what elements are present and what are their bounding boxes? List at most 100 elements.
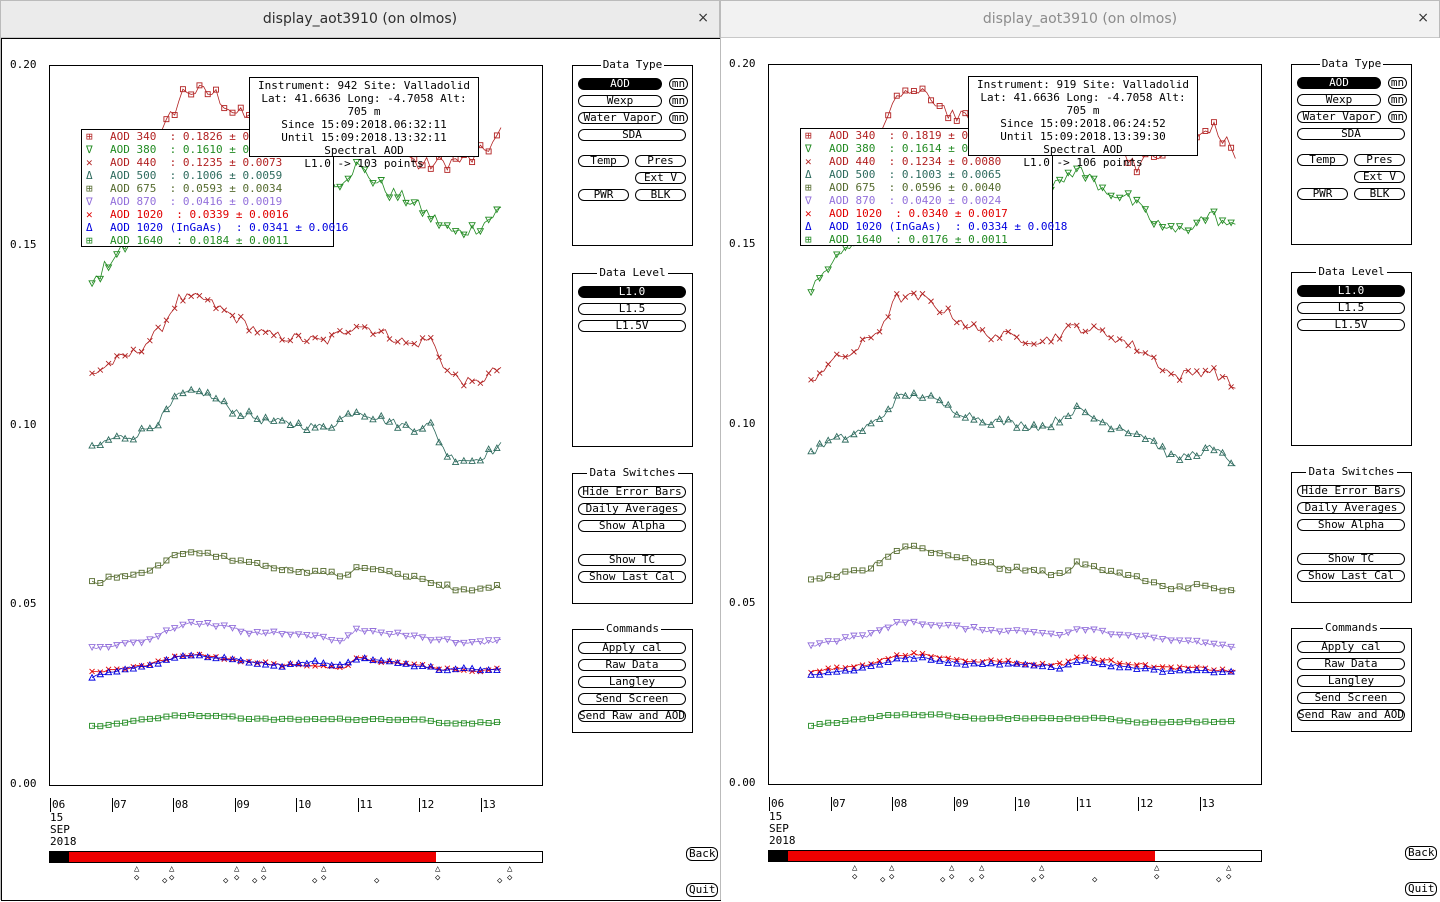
- switch-daily-averages[interactable]: Daily Averages: [1297, 502, 1405, 514]
- data-level-l1-5[interactable]: L1.5: [1297, 302, 1405, 314]
- switch-show-tc[interactable]: Show TC: [1297, 553, 1405, 565]
- command-raw-data[interactable]: Raw Data: [578, 659, 686, 671]
- data-point: [270, 332, 277, 339]
- pres-button[interactable]: Pres: [635, 155, 686, 167]
- water-vapor-button[interactable]: Water Vapor: [578, 112, 662, 124]
- pres-button[interactable]: Pres: [1354, 154, 1405, 166]
- data-point: [137, 639, 146, 647]
- data-point: [461, 382, 467, 389]
- command-langley[interactable]: Langley: [1297, 675, 1405, 687]
- water-vapor-button[interactable]: Water Vapor: [1297, 111, 1381, 123]
- data-point: [179, 389, 187, 397]
- time-range-bar[interactable]: [768, 850, 1262, 862]
- switch-hide-error-bars[interactable]: Hide Error Bars: [578, 486, 686, 498]
- close-icon[interactable]: ×: [697, 10, 709, 26]
- temp-button[interactable]: Temp: [1297, 154, 1348, 166]
- data-point: [807, 447, 815, 455]
- time-range-bar[interactable]: [49, 851, 543, 863]
- time-bar-selection[interactable]: [788, 851, 1156, 861]
- command-langley[interactable]: Langley: [578, 676, 686, 688]
- command-raw-data[interactable]: Raw Data: [1297, 658, 1405, 670]
- wexp-button[interactable]: Wexp: [1297, 94, 1381, 106]
- data-point: [1175, 223, 1184, 231]
- data-point: [270, 661, 278, 669]
- window-titlebar[interactable]: display_aot3910 (on olmos) ×: [721, 1, 1439, 38]
- legend-symbol: ⊞: [86, 234, 93, 247]
- data-point: [344, 409, 352, 417]
- data-level-l1-5v[interactable]: L1.5V: [1297, 319, 1405, 331]
- data-point: [89, 722, 95, 729]
- command-send-screen[interactable]: Send Screen: [578, 693, 686, 705]
- data-point: [377, 656, 385, 664]
- data-point: [104, 644, 113, 651]
- quit-button[interactable]: Quit: [686, 883, 718, 897]
- switch-show-tc[interactable]: Show TC: [578, 554, 686, 566]
- data-point: [1004, 659, 1012, 667]
- data-level-l1-0[interactable]: L1.0: [1297, 285, 1405, 297]
- data-point: [970, 624, 978, 631]
- back-button[interactable]: Back: [686, 847, 718, 861]
- data-point: [1124, 663, 1132, 671]
- command-send-screen[interactable]: Send Screen: [1297, 692, 1405, 704]
- time-bar-selection[interactable]: [69, 852, 437, 862]
- data-point: [1056, 715, 1063, 722]
- data-point: [312, 663, 318, 669]
- command-apply-cal[interactable]: Apply cal: [578, 642, 686, 654]
- data-level-l1-5v[interactable]: L1.5V: [578, 320, 686, 332]
- data-point: [246, 716, 252, 722]
- blk-button[interactable]: BLK: [1354, 188, 1405, 200]
- data-point: [978, 659, 987, 667]
- switch-show-alpha[interactable]: Show Alpha: [578, 520, 686, 532]
- data-level-l1-5[interactable]: L1.5: [578, 303, 686, 315]
- back-button[interactable]: Back: [1405, 846, 1437, 860]
- ext-v-button[interactable]: Ext V: [1354, 171, 1405, 183]
- switch-daily-averages[interactable]: Daily Averages: [578, 503, 686, 515]
- close-icon[interactable]: ×: [1417, 10, 1429, 26]
- quit-button[interactable]: Quit: [1405, 882, 1437, 896]
- data-point: [953, 713, 960, 720]
- data-point: [196, 82, 203, 89]
- aod-mn-button[interactable]: mn: [1388, 77, 1407, 89]
- data-point: [427, 216, 435, 224]
- x-tick-label: 11: [357, 798, 373, 812]
- pwr-button[interactable]: PWR: [1297, 188, 1348, 200]
- data-point: [96, 643, 105, 651]
- command-send-raw-and-aod[interactable]: Send Raw and AOD: [578, 709, 686, 722]
- data-point: [286, 631, 295, 639]
- data-point: [295, 716, 302, 723]
- wexp-mn-button[interactable]: mn: [669, 95, 688, 107]
- command-apply-cal[interactable]: Apply cal: [1297, 641, 1405, 653]
- aod-mn-button[interactable]: mn: [669, 78, 688, 90]
- temp-button[interactable]: Temp: [578, 155, 629, 167]
- aod-button[interactable]: AOD: [578, 78, 662, 90]
- sda-button[interactable]: SDA: [578, 129, 686, 141]
- data-level-l1-0[interactable]: L1.0: [578, 286, 686, 298]
- switch-show-last-cal[interactable]: Show Last Cal: [578, 571, 686, 583]
- measurement-marker: △ ◇: [134, 864, 140, 883]
- date-line: SEP: [50, 823, 70, 836]
- data-point: [237, 412, 245, 419]
- data-point: [468, 456, 476, 464]
- legend-label: AOD 380 : 0.1614 ± 0.0: [829, 142, 982, 155]
- switch-show-alpha[interactable]: Show Alpha: [1297, 519, 1405, 531]
- data-point: [146, 636, 154, 644]
- data-point: [1098, 627, 1107, 635]
- wexp-mn-button[interactable]: mn: [1388, 94, 1407, 106]
- wexp-button[interactable]: Wexp: [578, 95, 662, 107]
- sda-button[interactable]: SDA: [1297, 128, 1405, 140]
- water-vapor-mn-button[interactable]: mn: [1388, 111, 1407, 123]
- switch-hide-error-bars[interactable]: Hide Error Bars: [1297, 485, 1405, 497]
- data-point: [493, 666, 501, 674]
- data-point: [1201, 444, 1210, 451]
- data-point: [336, 573, 343, 580]
- aod-button[interactable]: AOD: [1297, 77, 1381, 89]
- blk-button[interactable]: BLK: [635, 189, 686, 201]
- data-point: [328, 716, 335, 723]
- switch-show-last-cal[interactable]: Show Last Cal: [1297, 570, 1405, 582]
- pwr-button[interactable]: PWR: [578, 189, 629, 201]
- ext-v-button[interactable]: Ext V: [635, 172, 686, 184]
- command-send-raw-and-aod[interactable]: Send Raw and AOD: [1297, 708, 1405, 721]
- data-point: [833, 432, 841, 440]
- window-titlebar[interactable]: display_aot3910 (on olmos) ×: [1, 1, 719, 38]
- water-vapor-mn-button[interactable]: mn: [669, 112, 688, 124]
